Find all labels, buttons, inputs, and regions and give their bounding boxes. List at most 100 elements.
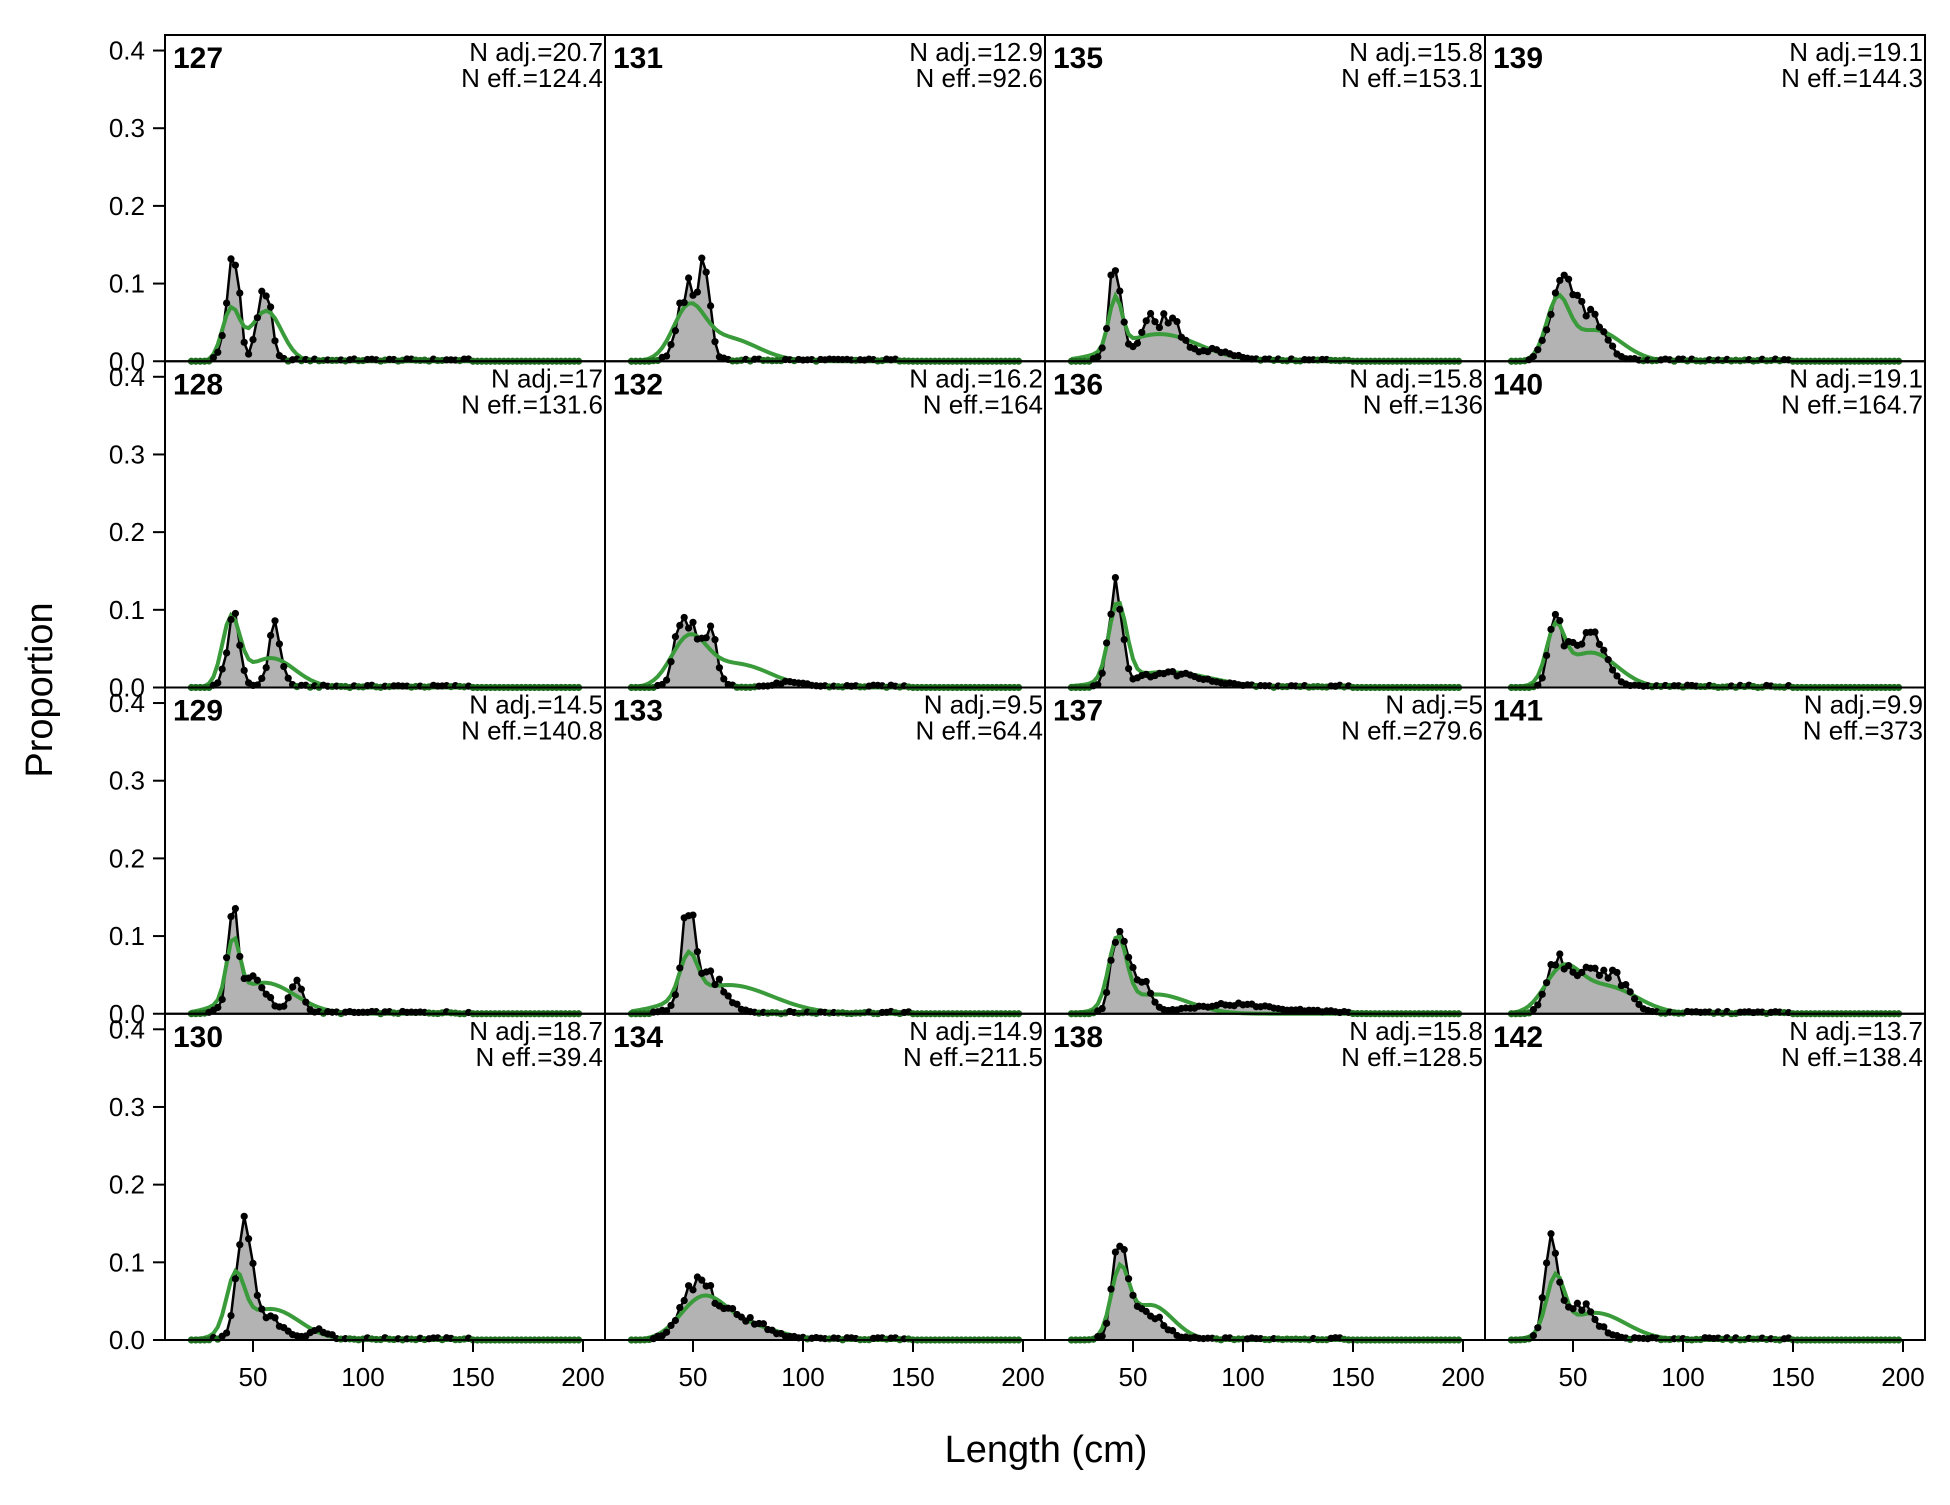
data-point [1595,323,1603,331]
data-point [1595,971,1603,980]
data-point [1151,998,1159,1006]
data-point [236,1241,244,1249]
data-point [1604,336,1612,344]
panel-137: 137 N adj.=5N eff.=279.6 [1044,686,1486,1018]
data-point [729,1304,737,1313]
n-eff-label: N eff.=153.1 [1341,63,1483,93]
data-point [1155,1313,1163,1321]
observed-area [191,1216,579,1340]
panel-id-label: 141 [1493,695,1543,728]
panel-128: 128 N adj.=17N eff.=131.6 0.0 0.1 0.2 0.3 0.4 [109,360,606,703]
data-point [1538,1294,1546,1302]
n-adj-label: N adj.=19.1 [1789,37,1923,67]
data-point [1609,342,1617,350]
observed-area [191,613,579,688]
data-point [698,1276,706,1284]
data-point [1613,968,1621,977]
x-tick-label: 150 [1331,1362,1374,1392]
data-point [1173,317,1181,326]
data-point [271,617,279,625]
data-point [685,274,693,282]
data-point [707,967,715,975]
data-point [240,1212,248,1220]
panel-133: 133 N adj.=9.5N eff.=64.4 [604,686,1046,1018]
panel-142: 142 N adj.=13.7N eff.=138.4 50 100 150 200 [1484,1012,1926,1392]
y-tick-label: 0.4 [109,1014,145,1044]
data-point [214,1003,222,1012]
observed-area [631,1277,1019,1340]
data-point [227,255,235,263]
data-point [218,331,226,340]
n-adj-label: N adj.=5 [1385,690,1483,720]
data-point [689,911,697,919]
data-point [1631,995,1639,1003]
data-point [707,1281,715,1290]
data-point [1120,635,1128,644]
data-point [1529,1332,1537,1340]
data-point [1582,1300,1590,1308]
data-point [711,636,719,644]
data-point [1098,1004,1106,1013]
data-point [1107,271,1115,279]
data-point [720,675,728,683]
data-point [1591,1315,1599,1324]
data-point [297,985,305,993]
observed-area [191,258,579,362]
x-tick-label: 200 [561,1362,604,1392]
panel-id-label: 127 [173,42,223,75]
data-point [253,314,261,322]
data-point [223,299,231,307]
panel-id-label: 139 [1493,42,1543,75]
data-point [1591,628,1599,636]
y-tick-label: 0.2 [109,191,145,221]
n-eff-label: N eff.=144.3 [1781,63,1923,93]
data-point [693,288,702,296]
data-point [667,1321,675,1330]
data-point [759,1320,768,1328]
data-point [1116,605,1124,613]
data-point [1534,1324,1542,1332]
data-point [676,964,684,972]
data-point [1560,1296,1568,1304]
data-point [1547,1230,1555,1238]
data-point [258,984,266,992]
data-point [1111,573,1119,582]
data-point [663,676,671,684]
data-point [1569,1305,1577,1313]
data-point [218,995,226,1004]
data-point [267,631,275,640]
data-point [293,976,301,984]
data-point [1538,990,1546,998]
panel-id-label: 130 [173,1021,223,1054]
data-point [236,641,244,649]
data-point [707,622,715,630]
data-point [1547,310,1555,319]
panel-131: 131 N adj.=12.9N eff.=92.6 [604,34,1046,365]
x-tick-label: 200 [1881,1362,1924,1392]
panel-141: 141 N adj.=9.9N eff.=373 [1484,686,1926,1018]
data-point [1125,664,1133,673]
data-point [1147,989,1155,997]
data-point [1556,276,1564,285]
observed-area [1511,1233,1899,1340]
data-point [267,993,275,1002]
panel-136: 136 N adj.=15.8N eff.=136 [1044,360,1486,692]
data-point [1103,324,1111,333]
data-point [1556,616,1564,625]
data-point [1142,1307,1150,1316]
data-point [715,975,724,983]
data-point [1538,336,1546,344]
data-point [1543,651,1551,660]
data-point [1538,674,1546,682]
data-point [1107,610,1115,618]
n-adj-label: N adj.=15.8 [1349,37,1483,67]
data-point [1116,287,1124,295]
data-point [689,1286,697,1294]
data-point [1169,1327,1177,1335]
panel-id-label: 132 [613,368,663,401]
data-point [1578,968,1586,976]
data-point [271,1314,279,1322]
data-point [1103,639,1111,647]
